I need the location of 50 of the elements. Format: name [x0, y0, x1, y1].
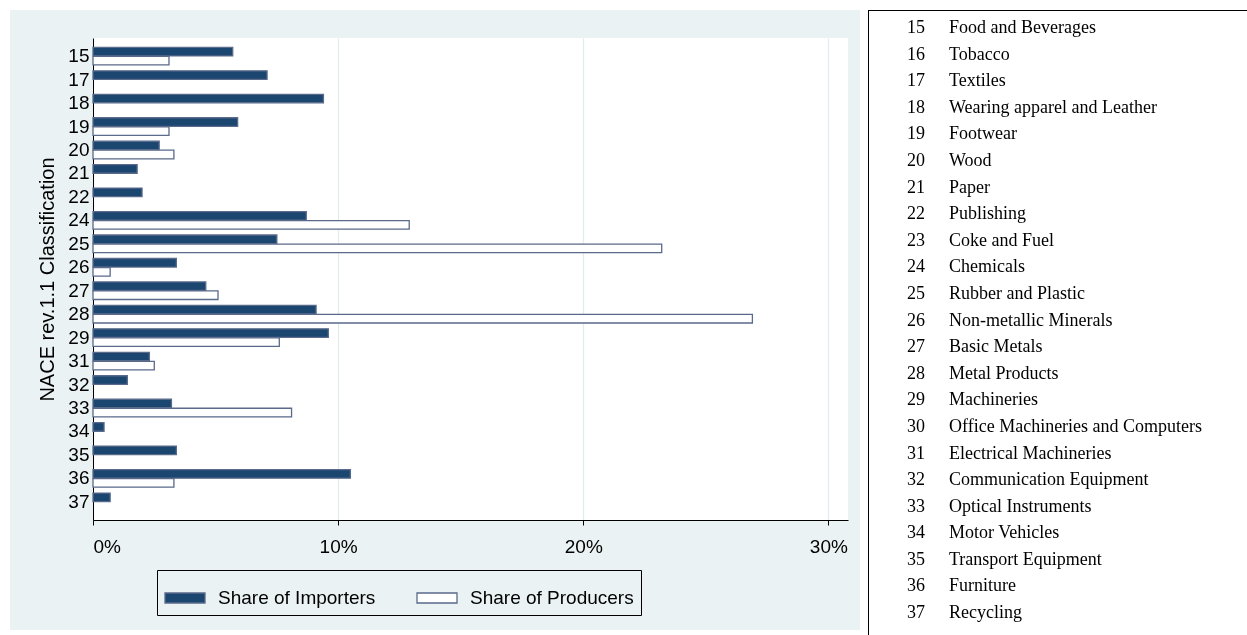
text: 34 Motor Vehicles — [907, 522, 1060, 543]
y-tick-label: 32 — [68, 373, 90, 395]
text: 31 Electrical Machineries — [907, 442, 1112, 463]
text: 33 Optical Instruments — [907, 495, 1092, 516]
y-tick-label: 34 — [68, 420, 90, 442]
text: 26 Non-metallic Minerals — [907, 309, 1113, 330]
y-tick-label: 37 — [68, 490, 90, 512]
y-tick-label: 20 — [68, 139, 90, 160]
y-tick-label: 28 — [68, 303, 90, 325]
text: 24 Chemicals — [907, 256, 1025, 277]
text: 32 Communication Equipment — [907, 469, 1149, 490]
y-tick-label: 29 — [68, 326, 90, 348]
text: 35 Transport Equipment — [907, 548, 1102, 569]
y-tick-label: 25 — [68, 232, 90, 254]
y-axis-title: NACE rev.1.1 Classification — [36, 157, 59, 402]
y-tick-label: 36 — [68, 467, 90, 489]
y-tick-label: 31 — [68, 350, 90, 372]
text: 21 Paper — [907, 176, 990, 197]
text: 20 Wood — [907, 149, 992, 170]
text: 29 Machineries — [907, 389, 1038, 410]
y-tick-label: 17 — [68, 68, 90, 90]
text: 30 Office Machineries and Computers — [907, 415, 1203, 436]
text: 17 Textiles — [907, 70, 1006, 91]
text: 28 Metal Products — [907, 362, 1059, 383]
text: 25 Rubber and Plastic — [907, 282, 1085, 303]
y-tick-label: 21 — [68, 162, 90, 184]
y-tick-label: 19 — [68, 115, 90, 137]
y-tick-label: 33 — [68, 397, 90, 418]
text: 37 Recycling — [907, 602, 1022, 623]
text: 15 Food and Beverages — [907, 17, 1096, 37]
x-tick-label: 10% — [319, 535, 358, 557]
y-tick-label: 24 — [68, 209, 90, 231]
y-tick-label: 35 — [68, 443, 90, 465]
y-tick-label: 22 — [68, 185, 90, 207]
text: 18 Wearing apparel and Leather — [907, 96, 1157, 117]
legend-label: Share of Producers — [470, 587, 634, 608]
text: 23 Coke and Fuel — [907, 229, 1054, 250]
x-tick-label: 0% — [93, 535, 122, 557]
text: 27 Basic Metals — [907, 336, 1043, 357]
y-tick-label: 18 — [68, 92, 90, 114]
y-tick-label: 15 — [68, 45, 90, 67]
x-tick-label: 20% — [564, 535, 603, 557]
text: 36 Furniture — [907, 575, 1016, 596]
text: 16 Tobacco — [907, 43, 1010, 64]
text: 22 Publishing — [907, 203, 1027, 224]
y-tick-label: 27 — [68, 279, 90, 301]
x-tick-label: 30% — [809, 535, 849, 557]
y-tick-label: 26 — [68, 256, 90, 278]
legend-label: Share of Importers — [218, 587, 376, 608]
text: 19 Footwear — [907, 123, 1017, 144]
